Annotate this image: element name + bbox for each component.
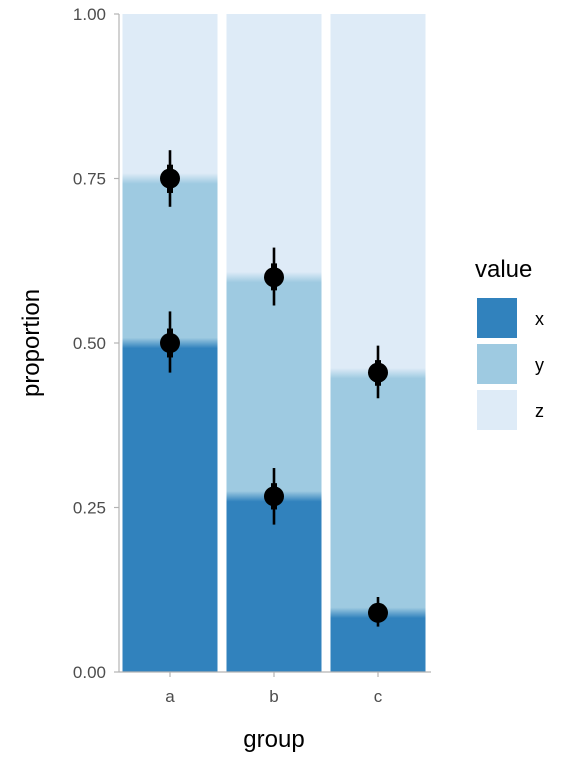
point-interval-c-5 <box>368 596 388 627</box>
legend-key-x <box>477 298 517 338</box>
y-tick-label: 0.00 <box>73 663 106 682</box>
point-interval-b-2 <box>264 247 284 306</box>
bar-c <box>330 14 426 672</box>
point-estimate <box>264 267 284 288</box>
legend-title: value <box>475 256 532 283</box>
y-axis-title: proportion <box>18 289 45 397</box>
legend-key-y <box>477 344 517 384</box>
bars-layer <box>122 14 426 672</box>
x-tick-label: c <box>374 687 383 706</box>
y-tick-label: 0.75 <box>73 170 106 189</box>
y-tick-label: 0.25 <box>73 499 106 518</box>
y-tick-label: 0.50 <box>73 334 106 353</box>
legend: value x y z <box>475 256 544 430</box>
points-layer <box>160 150 388 627</box>
x-tick-label: a <box>165 687 175 706</box>
point-interval-a-1 <box>160 150 180 207</box>
point-estimate <box>368 602 388 623</box>
legend-label-z: z <box>535 401 544 421</box>
point-interval-c-4 <box>368 345 388 399</box>
point-estimate <box>160 333 180 353</box>
x-axis-title: group <box>243 726 304 753</box>
x-tick-label: b <box>269 687 278 706</box>
point-estimate <box>264 486 284 507</box>
point-estimate <box>368 362 388 383</box>
axes-layer: 0.00 0.25 0.50 0.75 1.00 a b c <box>73 5 431 706</box>
point-interval-a-0 <box>160 311 180 373</box>
legend-label-y: y <box>535 355 544 375</box>
legend-label-x: x <box>535 309 544 329</box>
y-tick-label: 1.00 <box>73 5 106 24</box>
point-interval-b-3 <box>264 468 284 525</box>
legend-key-z <box>477 390 517 430</box>
bar-b <box>226 14 322 672</box>
point-estimate <box>160 168 180 189</box>
